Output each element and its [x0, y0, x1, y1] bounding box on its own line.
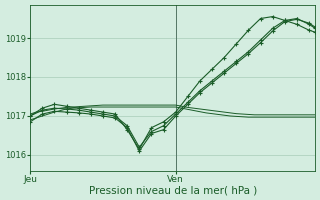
X-axis label: Pression niveau de la mer( hPa ): Pression niveau de la mer( hPa ) [89, 185, 257, 195]
